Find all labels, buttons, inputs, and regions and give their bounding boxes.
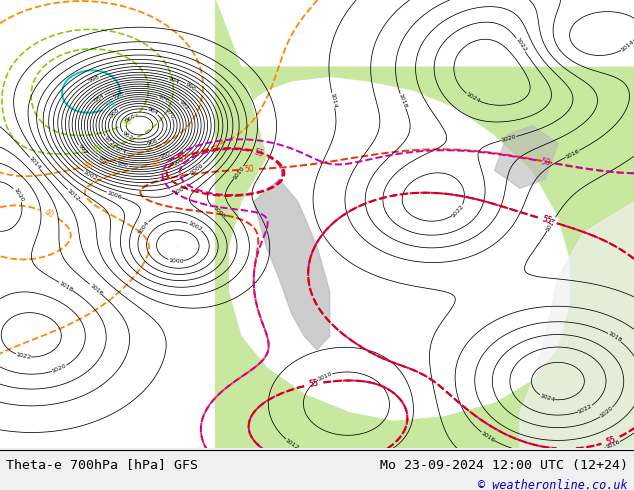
Text: 1014: 1014 bbox=[28, 156, 42, 171]
Text: 50: 50 bbox=[244, 165, 254, 174]
Text: 998: 998 bbox=[88, 74, 101, 84]
Text: 976: 976 bbox=[157, 95, 170, 104]
Text: Mo 23-09-2024 12:00 UTC (12+24): Mo 23-09-2024 12:00 UTC (12+24) bbox=[380, 459, 628, 471]
Text: 1016: 1016 bbox=[88, 282, 103, 296]
Text: 1022: 1022 bbox=[451, 203, 465, 219]
Text: 40: 40 bbox=[42, 207, 55, 220]
Text: 45: 45 bbox=[151, 158, 163, 169]
Text: 30: 30 bbox=[120, 116, 134, 129]
Text: 1012: 1012 bbox=[284, 437, 300, 450]
Text: 962: 962 bbox=[121, 130, 134, 141]
Text: 1016: 1016 bbox=[564, 148, 581, 160]
Text: 992: 992 bbox=[77, 144, 88, 156]
Text: 55: 55 bbox=[604, 435, 617, 446]
Text: 1016: 1016 bbox=[480, 430, 496, 443]
Text: 1022: 1022 bbox=[15, 352, 32, 360]
Text: 980: 980 bbox=[159, 151, 172, 160]
Text: 1014: 1014 bbox=[545, 216, 557, 232]
Polygon shape bbox=[254, 179, 330, 350]
Text: 1012: 1012 bbox=[66, 188, 81, 202]
Text: 35: 35 bbox=[92, 145, 103, 155]
Text: 986: 986 bbox=[117, 162, 129, 169]
Text: 25: 25 bbox=[105, 98, 118, 112]
Text: 55: 55 bbox=[604, 435, 617, 446]
Text: 972: 972 bbox=[103, 135, 115, 147]
Text: 974: 974 bbox=[114, 147, 127, 155]
Text: 994: 994 bbox=[167, 76, 180, 86]
Text: 55: 55 bbox=[308, 379, 320, 390]
Text: 1018: 1018 bbox=[58, 280, 74, 293]
Text: 1002: 1002 bbox=[187, 220, 203, 232]
Text: 1022: 1022 bbox=[514, 37, 527, 53]
Text: 1014: 1014 bbox=[620, 39, 634, 53]
Text: 1000: 1000 bbox=[168, 258, 184, 264]
Text: 55: 55 bbox=[176, 152, 189, 164]
Text: 1014: 1014 bbox=[329, 92, 337, 109]
Polygon shape bbox=[495, 125, 558, 188]
Text: 1018: 1018 bbox=[607, 331, 623, 343]
Text: 55: 55 bbox=[308, 379, 320, 390]
Text: 1024: 1024 bbox=[465, 92, 481, 104]
Text: 50: 50 bbox=[540, 157, 551, 167]
Text: 55: 55 bbox=[541, 215, 553, 226]
Text: © weatheronline.co.uk: © weatheronline.co.uk bbox=[478, 479, 628, 490]
Text: 55: 55 bbox=[541, 215, 553, 226]
Text: 1000: 1000 bbox=[190, 162, 205, 175]
Text: 1002: 1002 bbox=[82, 170, 98, 181]
Text: 40: 40 bbox=[83, 161, 94, 171]
Text: 1004: 1004 bbox=[172, 184, 188, 196]
Polygon shape bbox=[520, 202, 634, 448]
Text: 1020: 1020 bbox=[51, 363, 68, 374]
Text: 968: 968 bbox=[108, 106, 120, 119]
Text: 1024: 1024 bbox=[539, 393, 555, 403]
Text: 990: 990 bbox=[173, 157, 186, 167]
Text: 970: 970 bbox=[164, 107, 175, 120]
Text: 1020: 1020 bbox=[599, 406, 614, 419]
Text: 984: 984 bbox=[93, 93, 106, 104]
Text: 988: 988 bbox=[97, 155, 110, 166]
Text: 982: 982 bbox=[178, 99, 189, 111]
Text: 960: 960 bbox=[124, 113, 137, 124]
Text: 966: 966 bbox=[146, 138, 159, 147]
Text: 1010: 1010 bbox=[317, 371, 333, 382]
Text: 964: 964 bbox=[146, 107, 159, 117]
Text: 1004: 1004 bbox=[137, 220, 150, 236]
Polygon shape bbox=[216, 0, 634, 448]
Text: 978: 978 bbox=[112, 92, 125, 100]
Text: 1010: 1010 bbox=[232, 165, 245, 180]
Text: Theta-e 700hPa [hPa] GFS: Theta-e 700hPa [hPa] GFS bbox=[6, 459, 198, 471]
Text: 1022: 1022 bbox=[577, 403, 593, 415]
Text: 996: 996 bbox=[184, 81, 197, 92]
Text: 1018: 1018 bbox=[398, 93, 408, 109]
Text: 1020: 1020 bbox=[12, 187, 24, 203]
Text: 1020: 1020 bbox=[501, 134, 517, 143]
Text: 1008: 1008 bbox=[211, 205, 226, 220]
Text: 1016: 1016 bbox=[605, 440, 621, 450]
Text: 55: 55 bbox=[253, 147, 264, 159]
Text: 1006: 1006 bbox=[106, 190, 122, 200]
